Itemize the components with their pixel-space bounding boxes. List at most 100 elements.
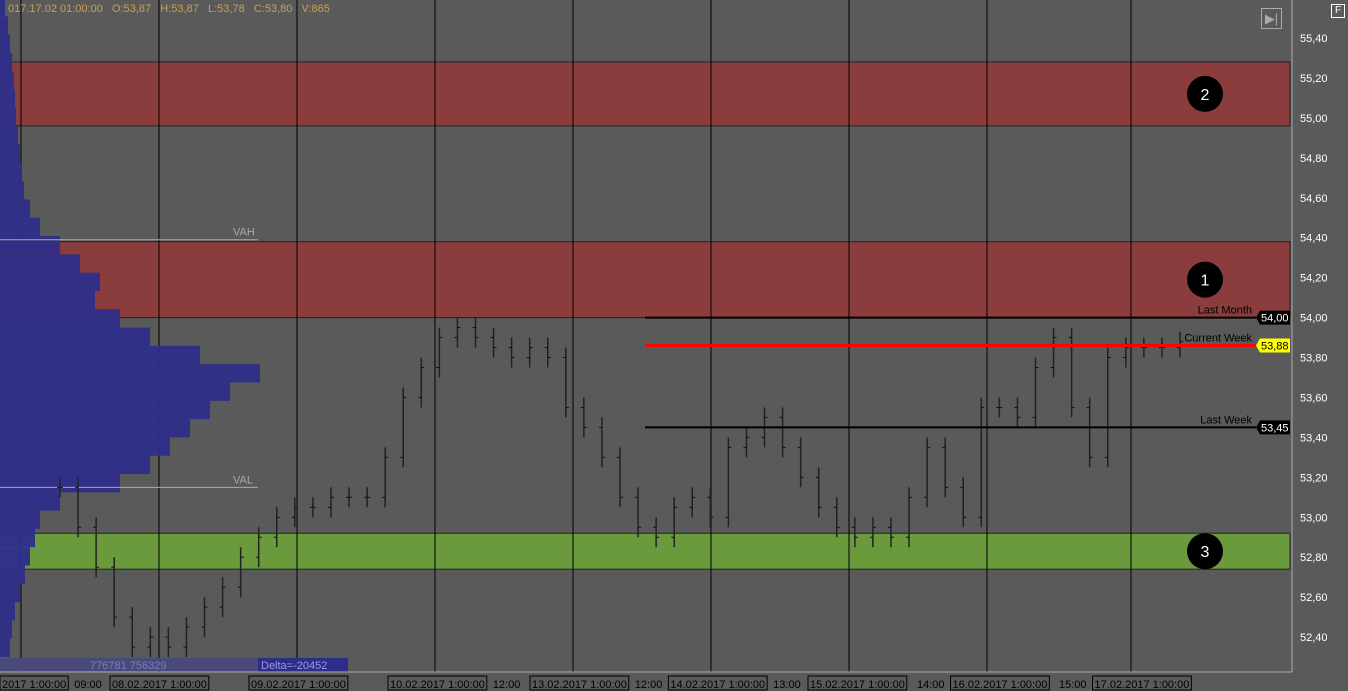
profile-bar — [0, 199, 30, 218]
price-tag-text: 53,88 — [1261, 341, 1289, 353]
profile-bar — [0, 290, 95, 310]
profile-bar — [0, 272, 100, 291]
zone-1 — [0, 241, 1291, 319]
profile-bar — [0, 528, 35, 548]
price-tick: 54,20 — [1300, 273, 1328, 285]
level-label: Last Week — [1200, 414, 1252, 426]
profile-bar — [0, 236, 60, 255]
time-tick: 2017 1:00:00 — [2, 679, 66, 691]
time-label-box — [667, 675, 768, 691]
time-label-box — [109, 675, 210, 691]
zone-marker — [1187, 261, 1223, 298]
zone-marker — [1187, 533, 1223, 570]
profile-bar — [0, 254, 80, 273]
profile-bar — [0, 400, 210, 420]
profile-bar — [0, 217, 40, 237]
time-tick: 12:00 — [635, 679, 663, 691]
profile-bar — [0, 126, 18, 145]
price-tick: 54,80 — [1300, 153, 1328, 165]
price-tick: 54,60 — [1300, 193, 1328, 205]
zone-number: 2 — [1201, 87, 1210, 104]
profile-bar — [0, 0, 5, 17]
price-tick: 52,60 — [1300, 592, 1328, 604]
profile-bar — [0, 638, 10, 658]
price-tag-text: 53,45 — [1261, 422, 1289, 434]
delta-bg — [258, 658, 348, 672]
profile-bar — [0, 382, 230, 401]
profile-bar — [0, 144, 20, 163]
zone-marker — [1187, 75, 1223, 112]
profile-bar — [0, 583, 20, 603]
price-tick: 52,40 — [1300, 632, 1328, 644]
price-tag — [1256, 420, 1290, 435]
zone-number: 3 — [1201, 544, 1210, 561]
time-tick: 15:00 — [1059, 679, 1087, 691]
profile-bar — [0, 162, 22, 182]
profile-bar — [0, 510, 40, 529]
profile-bar — [0, 34, 10, 53]
price-tick: 53,40 — [1300, 432, 1328, 444]
time-tick: 08.02.2017 1:00:00 — [112, 679, 207, 691]
price-tag — [1256, 338, 1290, 353]
ohlc-readout: 017.17.02 01:00:00 O:53,87 H:53,87 L:53,… — [8, 3, 330, 15]
level-label: Current Week — [1184, 333, 1252, 345]
profile-bar — [0, 455, 150, 475]
price-tag — [1256, 310, 1290, 325]
profile-bar — [0, 620, 12, 639]
price-tick: 55,40 — [1300, 33, 1328, 45]
time-tick: 10.02.2017 1:00:00 — [390, 679, 485, 691]
profile-bar — [0, 437, 170, 456]
profile-bar — [0, 309, 120, 328]
profile-bar — [0, 419, 190, 438]
skip-to-end-icon[interactable]: ▶| — [1261, 8, 1282, 29]
time-tick: 09.02.2017 1:00:00 — [251, 679, 346, 691]
time-tick: 17.02.2017 1:00:00 — [1095, 679, 1190, 691]
profile-bar — [0, 565, 25, 584]
time-label-box — [950, 675, 1050, 691]
time-tick: 16.02.2017 1:00:00 — [953, 679, 1048, 691]
profile-bar — [0, 107, 16, 127]
price-tick: 53,20 — [1300, 472, 1328, 484]
price-tag-text: 54,00 — [1261, 313, 1289, 325]
time-label-box — [1092, 675, 1192, 691]
profile-label: VAH — [233, 227, 255, 239]
profile-bar — [0, 364, 260, 383]
time-tick: 09:00 — [74, 679, 102, 691]
profile-footer: 776781 756329 — [90, 660, 166, 672]
zone-3 — [0, 532, 1291, 570]
price-tick: 55,20 — [1300, 73, 1328, 85]
time-tick: 15.02.2017 1:00:00 — [810, 679, 905, 691]
price-tick: 52,80 — [1300, 552, 1328, 564]
time-tick: 13:00 — [773, 679, 801, 691]
profile-bar — [0, 181, 24, 200]
price-tick: 53,80 — [1300, 353, 1328, 365]
zone-2 — [0, 61, 1291, 127]
time-tick: 14:00 — [917, 679, 945, 691]
f-button[interactable]: F — [1331, 4, 1345, 18]
time-tick: 13.02.2017 1:00:00 — [532, 679, 627, 691]
price-tick: 53,60 — [1300, 392, 1328, 404]
level-label: Last Month — [1198, 305, 1252, 317]
zone-number: 1 — [1201, 273, 1210, 290]
profile-bar — [0, 327, 150, 346]
time-tick: 14.02.2017 1:00:00 — [670, 679, 765, 691]
profile-bar — [0, 71, 14, 90]
profile-bar — [0, 345, 200, 365]
profile-bar — [0, 492, 60, 511]
profile-bar — [0, 602, 15, 621]
price-tick: 54,40 — [1300, 233, 1328, 245]
time-label-box — [529, 675, 630, 691]
time-label-box — [387, 675, 488, 691]
time-tick: 12:00 — [493, 679, 521, 691]
price-tick: 54,00 — [1300, 313, 1328, 325]
profile-bar — [0, 52, 12, 72]
profile-bar — [0, 547, 30, 566]
profile-bar — [0, 16, 8, 35]
time-label-box — [0, 675, 69, 691]
profile-label: VAL — [233, 474, 253, 486]
price-tick: 55,00 — [1300, 113, 1328, 125]
price-tick: 53,00 — [1300, 512, 1328, 524]
delta-label: Delta=-20452 — [261, 660, 327, 672]
